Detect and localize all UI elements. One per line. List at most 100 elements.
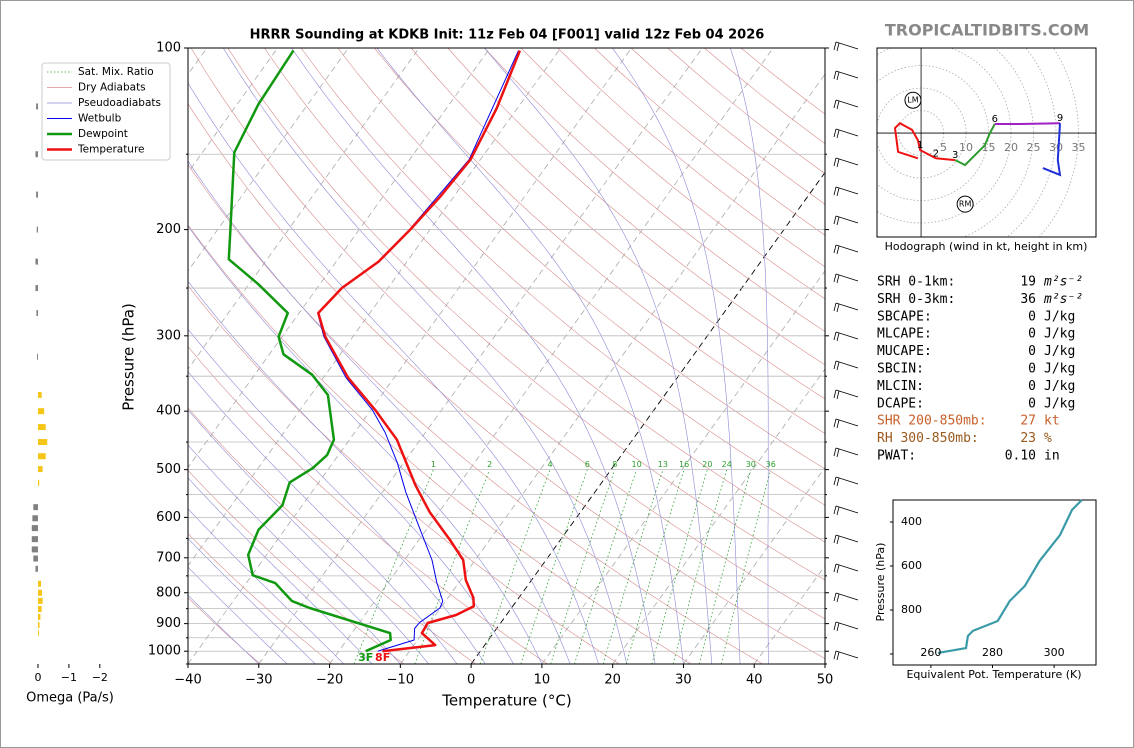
x-axis-label: Temperature (°C)	[441, 692, 571, 710]
stat-label: MLCAPE:	[877, 327, 932, 342]
surface-label: 3F	[358, 651, 373, 664]
x-tick-label: 0	[467, 673, 475, 688]
pseudoadiabat	[484, 48, 713, 664]
x-tick-label: −30	[245, 673, 272, 688]
wind-barb	[833, 650, 859, 661]
wind-barb	[833, 476, 859, 487]
isotherm	[329, 48, 774, 664]
ring-label: 5	[940, 141, 947, 154]
y-axis-label: Pressure (hPa)	[120, 303, 138, 411]
y-tick-label: 500	[156, 462, 181, 477]
isotherm	[188, 48, 632, 664]
mixing-ratio-label: 13	[658, 460, 668, 469]
stat-unit: m²s⁻²	[1043, 292, 1083, 307]
thetae-y-tick-label: 600	[901, 559, 922, 572]
y-tick-label: 1000	[148, 644, 181, 659]
omega-bar	[37, 453, 46, 460]
dry-adiabat	[337, 48, 825, 470]
wind-barb	[833, 360, 859, 371]
omega-bar	[37, 424, 46, 431]
omega-bar	[35, 258, 38, 265]
mixing-ratio-line	[479, 469, 551, 664]
x-tick-label: 10	[534, 673, 551, 688]
pseudoadiabat	[188, 82, 599, 664]
pseudoadiabat	[188, 477, 373, 664]
stat-unit: m²s⁻²	[1043, 275, 1083, 290]
wind-barb	[833, 70, 859, 81]
height-label: 2	[933, 148, 939, 159]
thetae-y-label: Pressure (hPa)	[874, 543, 887, 622]
hodograph-trace	[1042, 123, 1062, 177]
dry-adiabat	[374, 48, 825, 434]
omega-tick-label: 0	[34, 671, 41, 684]
wind-barb	[833, 621, 859, 632]
y-tick-label: 300	[156, 328, 181, 343]
mixing-ratio-label: 4	[547, 460, 552, 469]
x-tick-label: −20	[316, 673, 343, 688]
x-tick-label: 30	[675, 673, 692, 688]
y-tick-label: 200	[156, 222, 181, 237]
isotherm	[188, 48, 349, 272]
profile-line	[317, 50, 522, 653]
thetae-frame	[892, 499, 1097, 666]
x-tick-label: −10	[387, 673, 414, 688]
y-tick-label: 400	[156, 404, 181, 419]
mixing-ratio-line	[672, 469, 728, 664]
hodograph-trace	[893, 121, 956, 162]
background-lines	[188, 48, 825, 664]
wind-barb	[833, 157, 859, 168]
mixing-ratio-label: 2	[487, 460, 492, 469]
legend-label: Wetbulb	[78, 113, 122, 125]
dry-adiabat	[520, 48, 825, 300]
ring-label: 25	[1026, 141, 1040, 154]
stat-value: 23	[1020, 431, 1036, 446]
stat-label: SBCAPE:	[877, 309, 932, 324]
storm-motion-label: LM	[907, 96, 918, 105]
pseudoadiabat	[188, 566, 288, 664]
omega-bar	[31, 525, 38, 532]
dry-adiabat	[188, 346, 548, 664]
stat-label: RH 300-850mb:	[877, 431, 979, 446]
mixing-ratio-line	[414, 469, 491, 664]
x-tick-label: 50	[817, 673, 834, 688]
pseudoadiabat	[376, 48, 684, 664]
stat-label: DCAPE:	[877, 396, 924, 411]
dry-adiabat	[188, 285, 620, 664]
hodograph-trace	[954, 123, 996, 167]
omega-bar	[35, 151, 38, 158]
dry-adiabat	[484, 48, 825, 332]
wind-barb	[833, 563, 859, 574]
mixing-ratio-label: 10	[632, 460, 642, 469]
pseudoadiabat	[188, 538, 316, 664]
y-tick-label: 800	[156, 585, 181, 600]
stat-value: 0	[1028, 309, 1036, 324]
pseudoadiabat	[188, 594, 260, 664]
mixing-ratio-line	[626, 469, 685, 664]
dry-adiabat	[188, 224, 692, 664]
y-tick-label: 600	[156, 510, 181, 525]
dry-adiabat	[188, 533, 333, 664]
wind-barb	[833, 331, 859, 342]
surface-label: 8F	[375, 651, 390, 664]
chart-title: HRRR Sounding at KDKB Init: 11z Feb 04 […	[250, 28, 765, 43]
omega-tick-label: −1	[61, 671, 77, 684]
stat-value: 27	[1020, 414, 1036, 429]
isotherm	[400, 73, 825, 664]
stat-value: 0.10	[1005, 449, 1036, 464]
mixing-ratio-label: 24	[722, 460, 732, 469]
wind-barb	[833, 41, 859, 52]
hodograph-trace	[994, 122, 1061, 125]
dry-adiabat	[410, 48, 825, 400]
isotherm	[188, 48, 420, 370]
omega-bar	[37, 589, 42, 596]
stat-value: 0	[1028, 327, 1036, 342]
height-label: 3	[952, 150, 958, 161]
omega-bar	[32, 515, 38, 522]
omega-bar	[36, 103, 38, 110]
wind-barb	[833, 389, 859, 400]
thetae-x-tick-label: 280	[982, 646, 1003, 659]
